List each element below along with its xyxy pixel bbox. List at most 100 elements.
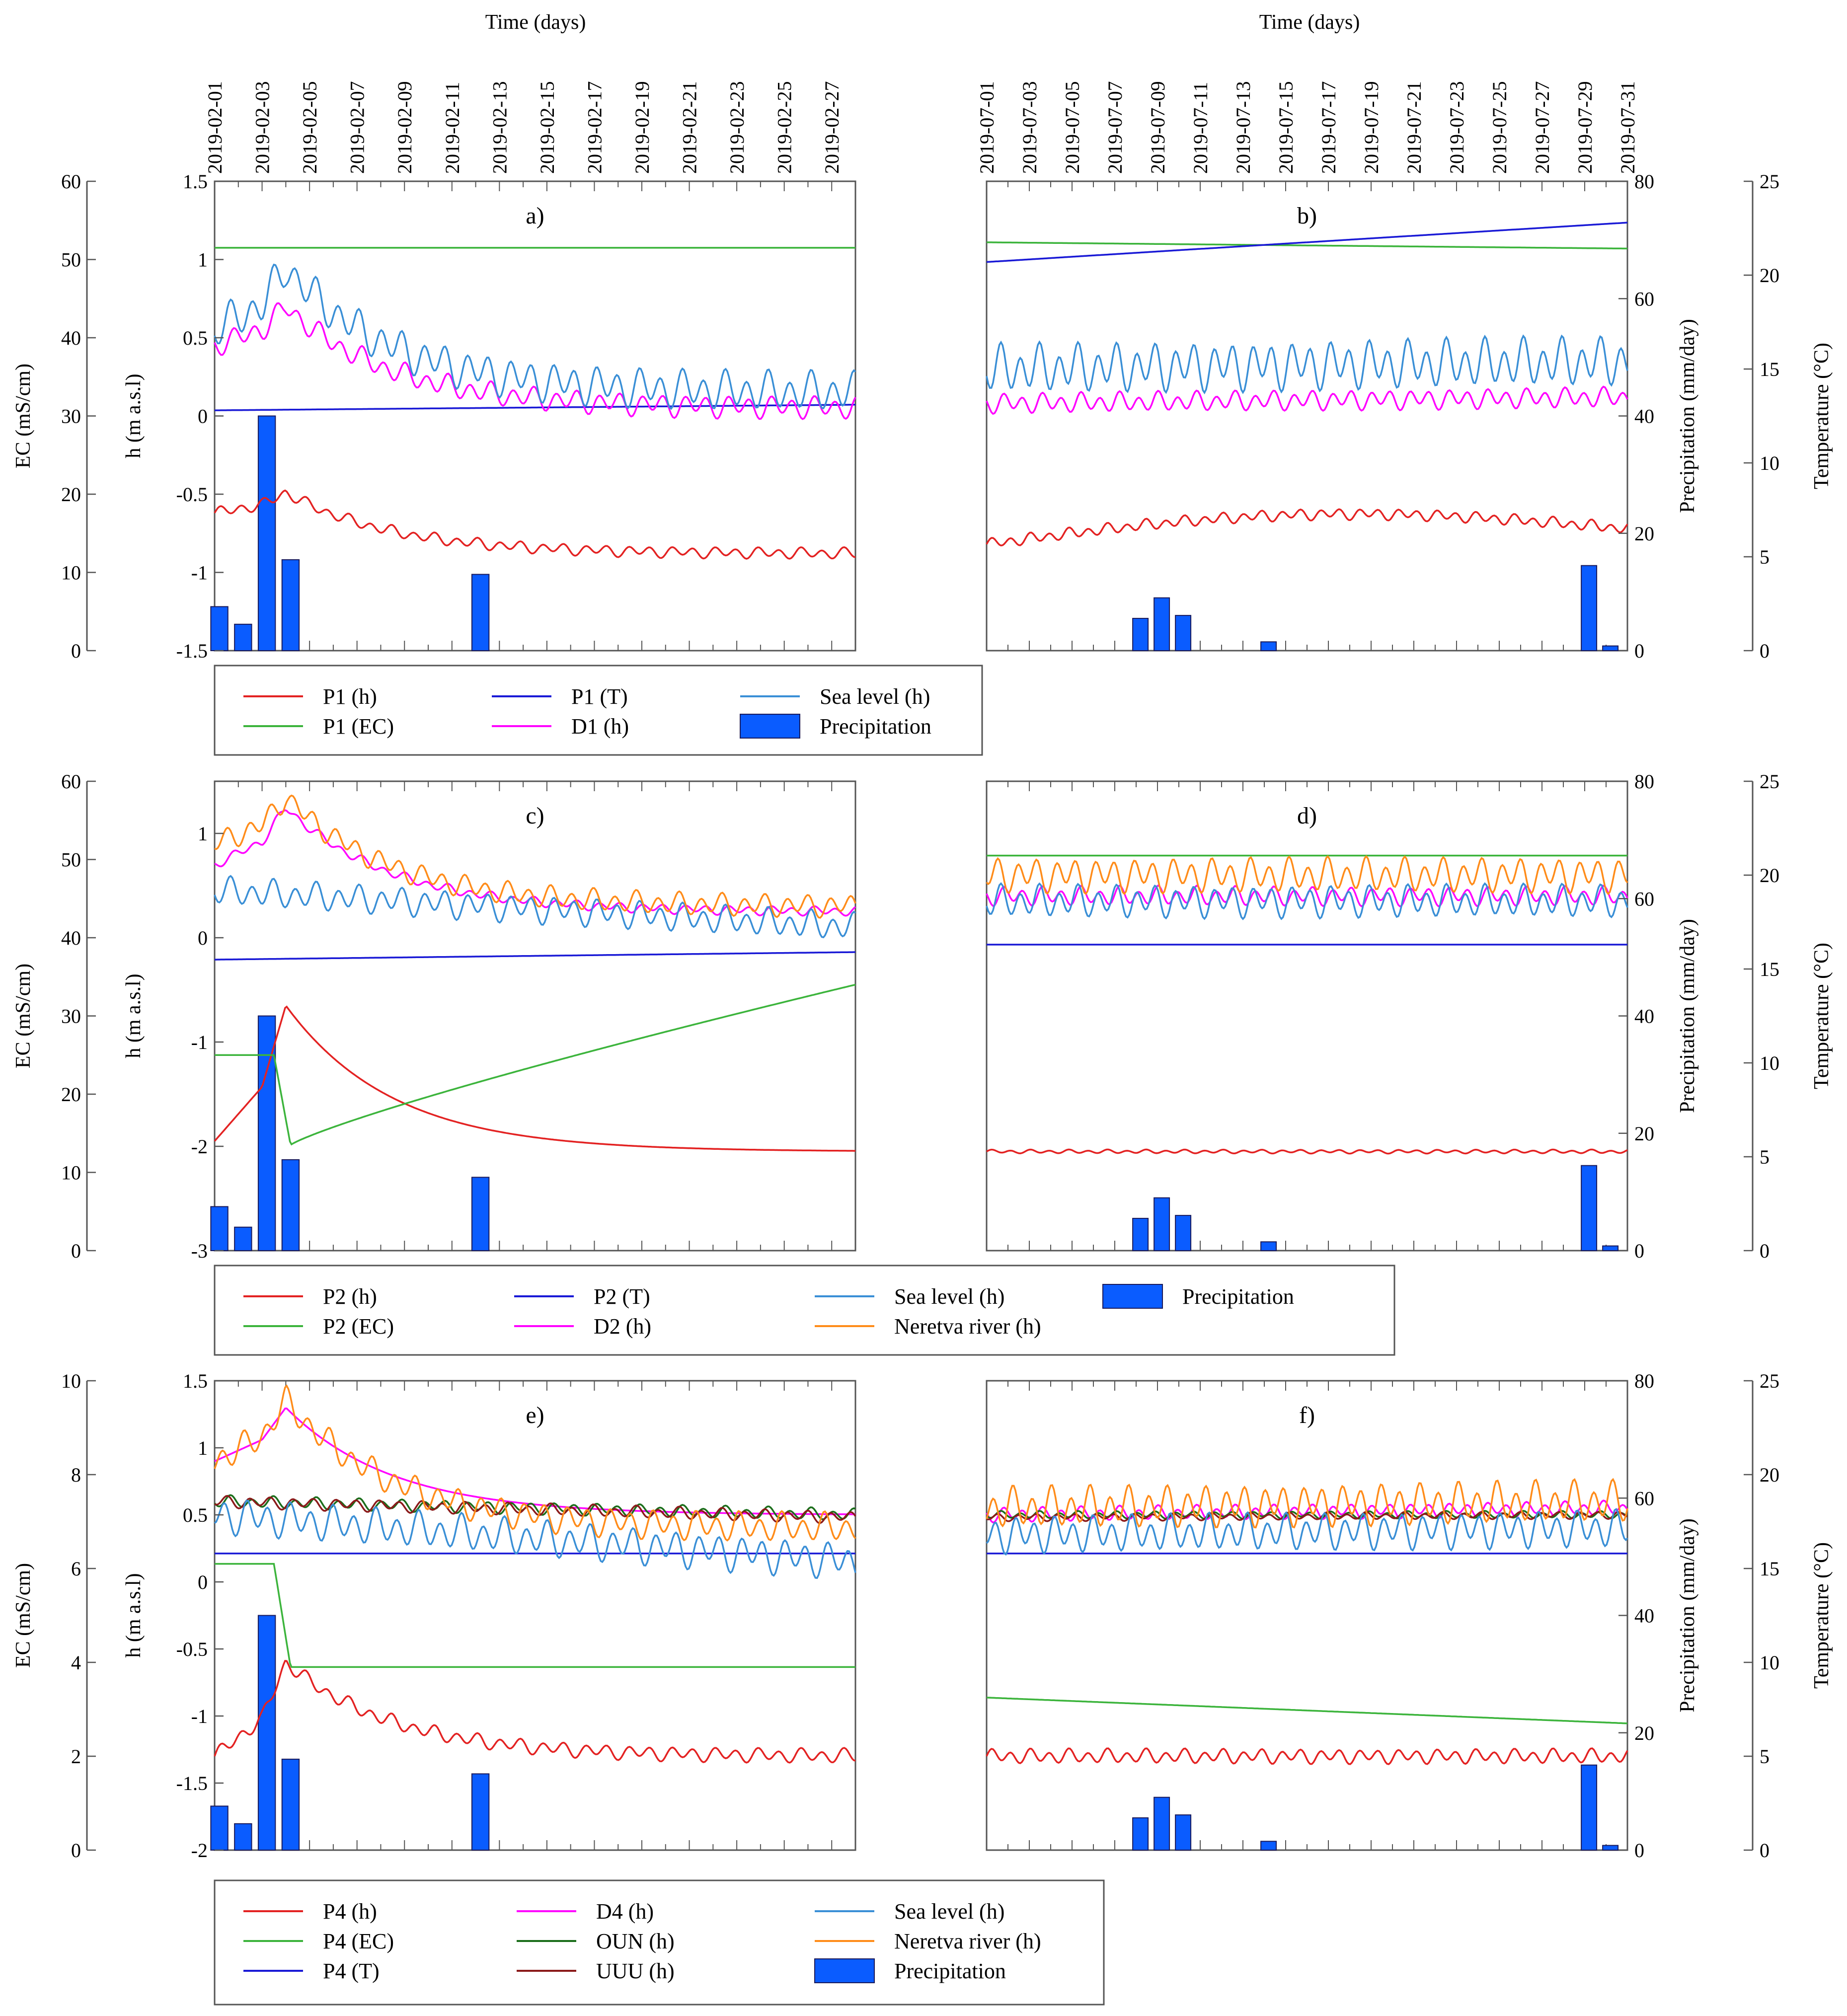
date-tick-2019-02-09: 2019-02-09: [393, 81, 416, 174]
ec-tick-label: 10: [61, 562, 81, 584]
legend-label: P1 (EC): [323, 714, 394, 739]
series-p1-t: [214, 404, 855, 411]
date-tick-2019-07-29: 2019-07-29: [1574, 81, 1596, 174]
panel-a: a): [210, 180, 856, 652]
temp-tick-label: 25: [1760, 1370, 1779, 1392]
plot-frame: [986, 1380, 1628, 1851]
temp-tick-label: 15: [1760, 958, 1779, 980]
precip-bar-day-4: [281, 1758, 300, 1851]
temp-tick-label: 25: [1760, 170, 1779, 193]
precip-bar-day-29: [1581, 1764, 1598, 1851]
date-tick-2019-07-05: 2019-07-05: [1061, 81, 1083, 174]
precip-bar-day-2: [234, 1226, 252, 1251]
legend-label: P4 (h): [323, 1899, 377, 1924]
precip-tick-label: 20: [1634, 523, 1654, 545]
date-tick-2019-07-07: 2019-07-07: [1104, 81, 1126, 174]
precip-bar-day-8: [1132, 618, 1149, 651]
legend-swatch-precipitation: [1102, 1284, 1163, 1309]
ec-tick-label: 2: [71, 1745, 81, 1768]
top-axis-title-right: Time (days): [1259, 11, 1360, 34]
legend-label: P2 (T): [594, 1284, 650, 1309]
legend-label: P1 (T): [571, 684, 628, 709]
series-p2-h: [214, 1005, 855, 1152]
legend-label: OUN (h): [596, 1929, 675, 1953]
legends: P1 (h) P1 (EC) P1 (T) D1 (h) Sea level (h) Pr…: [214, 665, 1395, 2006]
precip-bar-day-14: [1260, 1841, 1277, 1851]
series-p4-ec: [215, 1563, 855, 1668]
temp-axis-title: Temperature (°C): [1810, 1542, 1833, 1689]
date-tick-2019-07-27: 2019-07-27: [1531, 81, 1553, 174]
precip-bar-day-29: [1581, 1165, 1598, 1251]
h-tick-label: 0.5: [183, 327, 208, 349]
series-neretva-river-h: [214, 1384, 856, 1542]
h-tick-label: 0.5: [183, 1504, 208, 1526]
precip-tick-label: 40: [1634, 1605, 1654, 1627]
precip-tick-label: 80: [1634, 1370, 1654, 1392]
legend-label: UUU (h): [596, 1959, 675, 1983]
legend-label: Neretva river (h): [894, 1929, 1041, 1953]
series-sea-level-h: [214, 1499, 856, 1579]
legend-row-2: P2 (h) P2 (EC) P2 (T) D2 (h) Sea level (h) Ne…: [214, 1265, 1395, 1356]
series-p4-h: [986, 1747, 1628, 1765]
panel-e: e): [210, 1380, 856, 1851]
precip-tick-label: 20: [1634, 1722, 1654, 1744]
precip-bar-day-2: [234, 623, 252, 651]
panel-label: a): [526, 203, 544, 229]
legend-label: Precipitation: [820, 714, 931, 739]
date-tick-2019-02-21: 2019-02-21: [679, 81, 701, 174]
series-sea-level-h: [214, 263, 856, 410]
date-tick-2019-07-11: 2019-07-11: [1189, 82, 1212, 174]
ec-tick-label: 10: [61, 1162, 81, 1184]
legend-label: P1 (h): [323, 684, 377, 709]
legend-frame: [214, 665, 983, 756]
precip-bar-day-8: [1132, 1218, 1149, 1251]
precip-tick-label: 60: [1634, 888, 1654, 910]
ec-axis-title: EC (mS/cm): [12, 1563, 35, 1668]
temp-tick-label: 5: [1760, 1146, 1770, 1168]
precip-bar-day-12: [471, 574, 490, 651]
series-neretva-river-h: [986, 855, 1628, 896]
date-tick-2019-02-25: 2019-02-25: [773, 81, 796, 174]
legend-label: Sea level (h): [894, 1284, 1004, 1309]
h-tick-label: -3: [191, 1240, 208, 1262]
precip-tick-label: 0: [1634, 1240, 1644, 1262]
series-neretva-river-h: [986, 1478, 1628, 1529]
legend-frame: [214, 1879, 1105, 2006]
series-p1-h: [986, 508, 1628, 547]
date-tick-2019-07-31: 2019-07-31: [1616, 81, 1639, 174]
date-tick-2019-07-17: 2019-07-17: [1317, 81, 1340, 174]
temp-tick-label: 5: [1760, 546, 1770, 568]
date-tick-2019-02-11: 2019-02-11: [441, 82, 463, 174]
panel-label: c): [526, 803, 544, 829]
plot-frame: [214, 180, 856, 652]
temp-tick-label: 10: [1760, 452, 1779, 474]
legend-label: Precipitation: [1182, 1284, 1294, 1309]
precip-tick-label: 80: [1634, 770, 1654, 793]
date-tick-2019-07-21: 2019-07-21: [1403, 81, 1425, 174]
series-neretva-river-h: [214, 794, 856, 919]
precip-bar-day-8: [1132, 1817, 1149, 1851]
series-d1-h: [214, 302, 856, 420]
temp-tick-label: 25: [1760, 770, 1779, 793]
h-tick-label: 0: [198, 405, 208, 428]
temp-tick-label: 20: [1760, 264, 1779, 287]
temp-tick-label: 15: [1760, 1558, 1779, 1580]
legend-label: Neretva river (h): [894, 1314, 1041, 1339]
h-tick-label: -2: [191, 1839, 208, 1862]
date-tick-2019-07-13: 2019-07-13: [1232, 81, 1254, 174]
precip-bar-day-2: [234, 1823, 252, 1851]
h-axis-title: h (m a.s.l): [122, 1573, 145, 1657]
ec-tick-label: 50: [61, 249, 81, 271]
precip-bar-day-1: [210, 606, 229, 651]
precip-bar-day-10: [1175, 1215, 1192, 1251]
precip-tick-label: 40: [1634, 405, 1654, 428]
top-axis-title-left: Time (days): [485, 11, 586, 34]
h-tick-label: 0: [198, 927, 208, 949]
series-p2-ec: [215, 983, 856, 1146]
panel-b: b): [986, 180, 1628, 652]
ec-tick-label: 60: [61, 770, 81, 793]
row-3: e) f) 0 2 4 6 8 10 EC (mS/cm) -2 -1.5 -1 -0.5 0 0.5 1 1.…: [12, 1370, 1833, 1862]
